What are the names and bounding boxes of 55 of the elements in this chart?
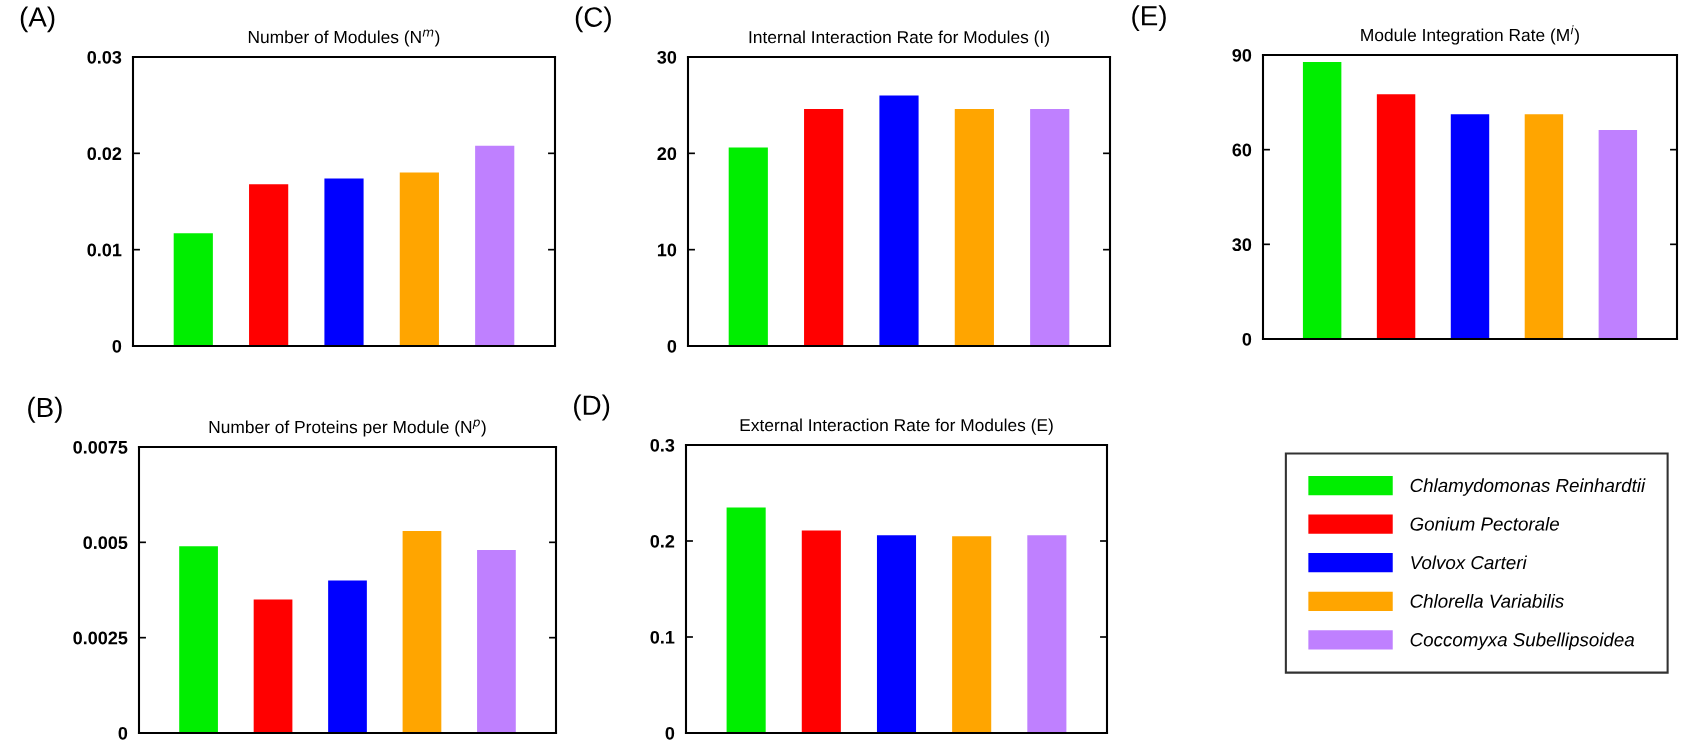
legend-label: Coccomyxa Subellipsoidea: [1410, 632, 1635, 651]
bar: [1027, 535, 1067, 733]
chart-title: Number of Modules (N$^{m}$): [248, 29, 440, 47]
text: (A): [20, 6, 55, 33]
bar: [879, 95, 919, 346]
legend-label: Chlorella Variabilis: [1410, 594, 1564, 608]
text: (B): [28, 396, 62, 423]
y-tick-label: 0.0075: [73, 440, 128, 454]
y-tick-label: 0.2: [650, 534, 675, 548]
y-tick-label: 0.03: [87, 50, 122, 64]
bar: [1030, 109, 1070, 346]
bar: [477, 549, 516, 733]
y-tick-label: 60: [1232, 143, 1252, 157]
y-tick-label: 0.3: [650, 438, 675, 452]
bar: [324, 178, 364, 346]
y-tick-label: 0.01: [87, 243, 122, 257]
bar: [402, 530, 442, 733]
y-tick-label: 0: [112, 339, 122, 353]
y-tick-label: 10: [657, 243, 677, 257]
bar: [328, 580, 367, 733]
y-tick-label: 90: [1232, 48, 1252, 62]
y-tick-label: 0.005: [83, 536, 128, 550]
y-tick-label: 0.02: [87, 147, 122, 161]
y-tick-label: 0: [1242, 332, 1252, 346]
bar: [173, 233, 213, 346]
bar: [728, 147, 768, 346]
chart-title: Number of Proteins per Module (N$^{p}$): [209, 419, 486, 437]
y-tick-label: 0: [665, 726, 675, 740]
chart-title: External Interaction Rate for Modules (E): [740, 418, 1053, 435]
y-tick-label: 0.0025: [73, 631, 128, 645]
legend-label: Chlamydomonas Reinhardtii: [1410, 478, 1646, 496]
legend-label: Gonium Pectorale: [1410, 516, 1559, 531]
bar: [253, 599, 293, 733]
text: (E): [1132, 5, 1166, 32]
y-tick-label: 0: [667, 339, 677, 353]
bar: [475, 145, 515, 346]
y-tick-label: 30: [1232, 238, 1252, 252]
bar: [876, 535, 917, 733]
text: (D): [574, 394, 610, 421]
bar: [952, 536, 992, 733]
bar: [801, 530, 841, 733]
bar: [179, 546, 218, 733]
y-tick-label: 0.1: [650, 630, 675, 644]
bar: [954, 109, 994, 346]
bar: [804, 109, 844, 346]
y-tick-label: 30: [657, 50, 677, 64]
bar: [726, 507, 766, 733]
y-tick-label: 0: [118, 726, 128, 740]
chart-title: Module Integration Rate (M$^{i}$): [1361, 25, 1579, 45]
bar: [399, 172, 439, 346]
y-tick-label: 20: [657, 147, 677, 161]
chart-title: Internal Interaction Rate for Modules (I): [749, 30, 1049, 47]
text: (C): [575, 6, 611, 33]
bar: [249, 184, 289, 346]
legend-label: Volvox Carteri: [1411, 555, 1528, 570]
